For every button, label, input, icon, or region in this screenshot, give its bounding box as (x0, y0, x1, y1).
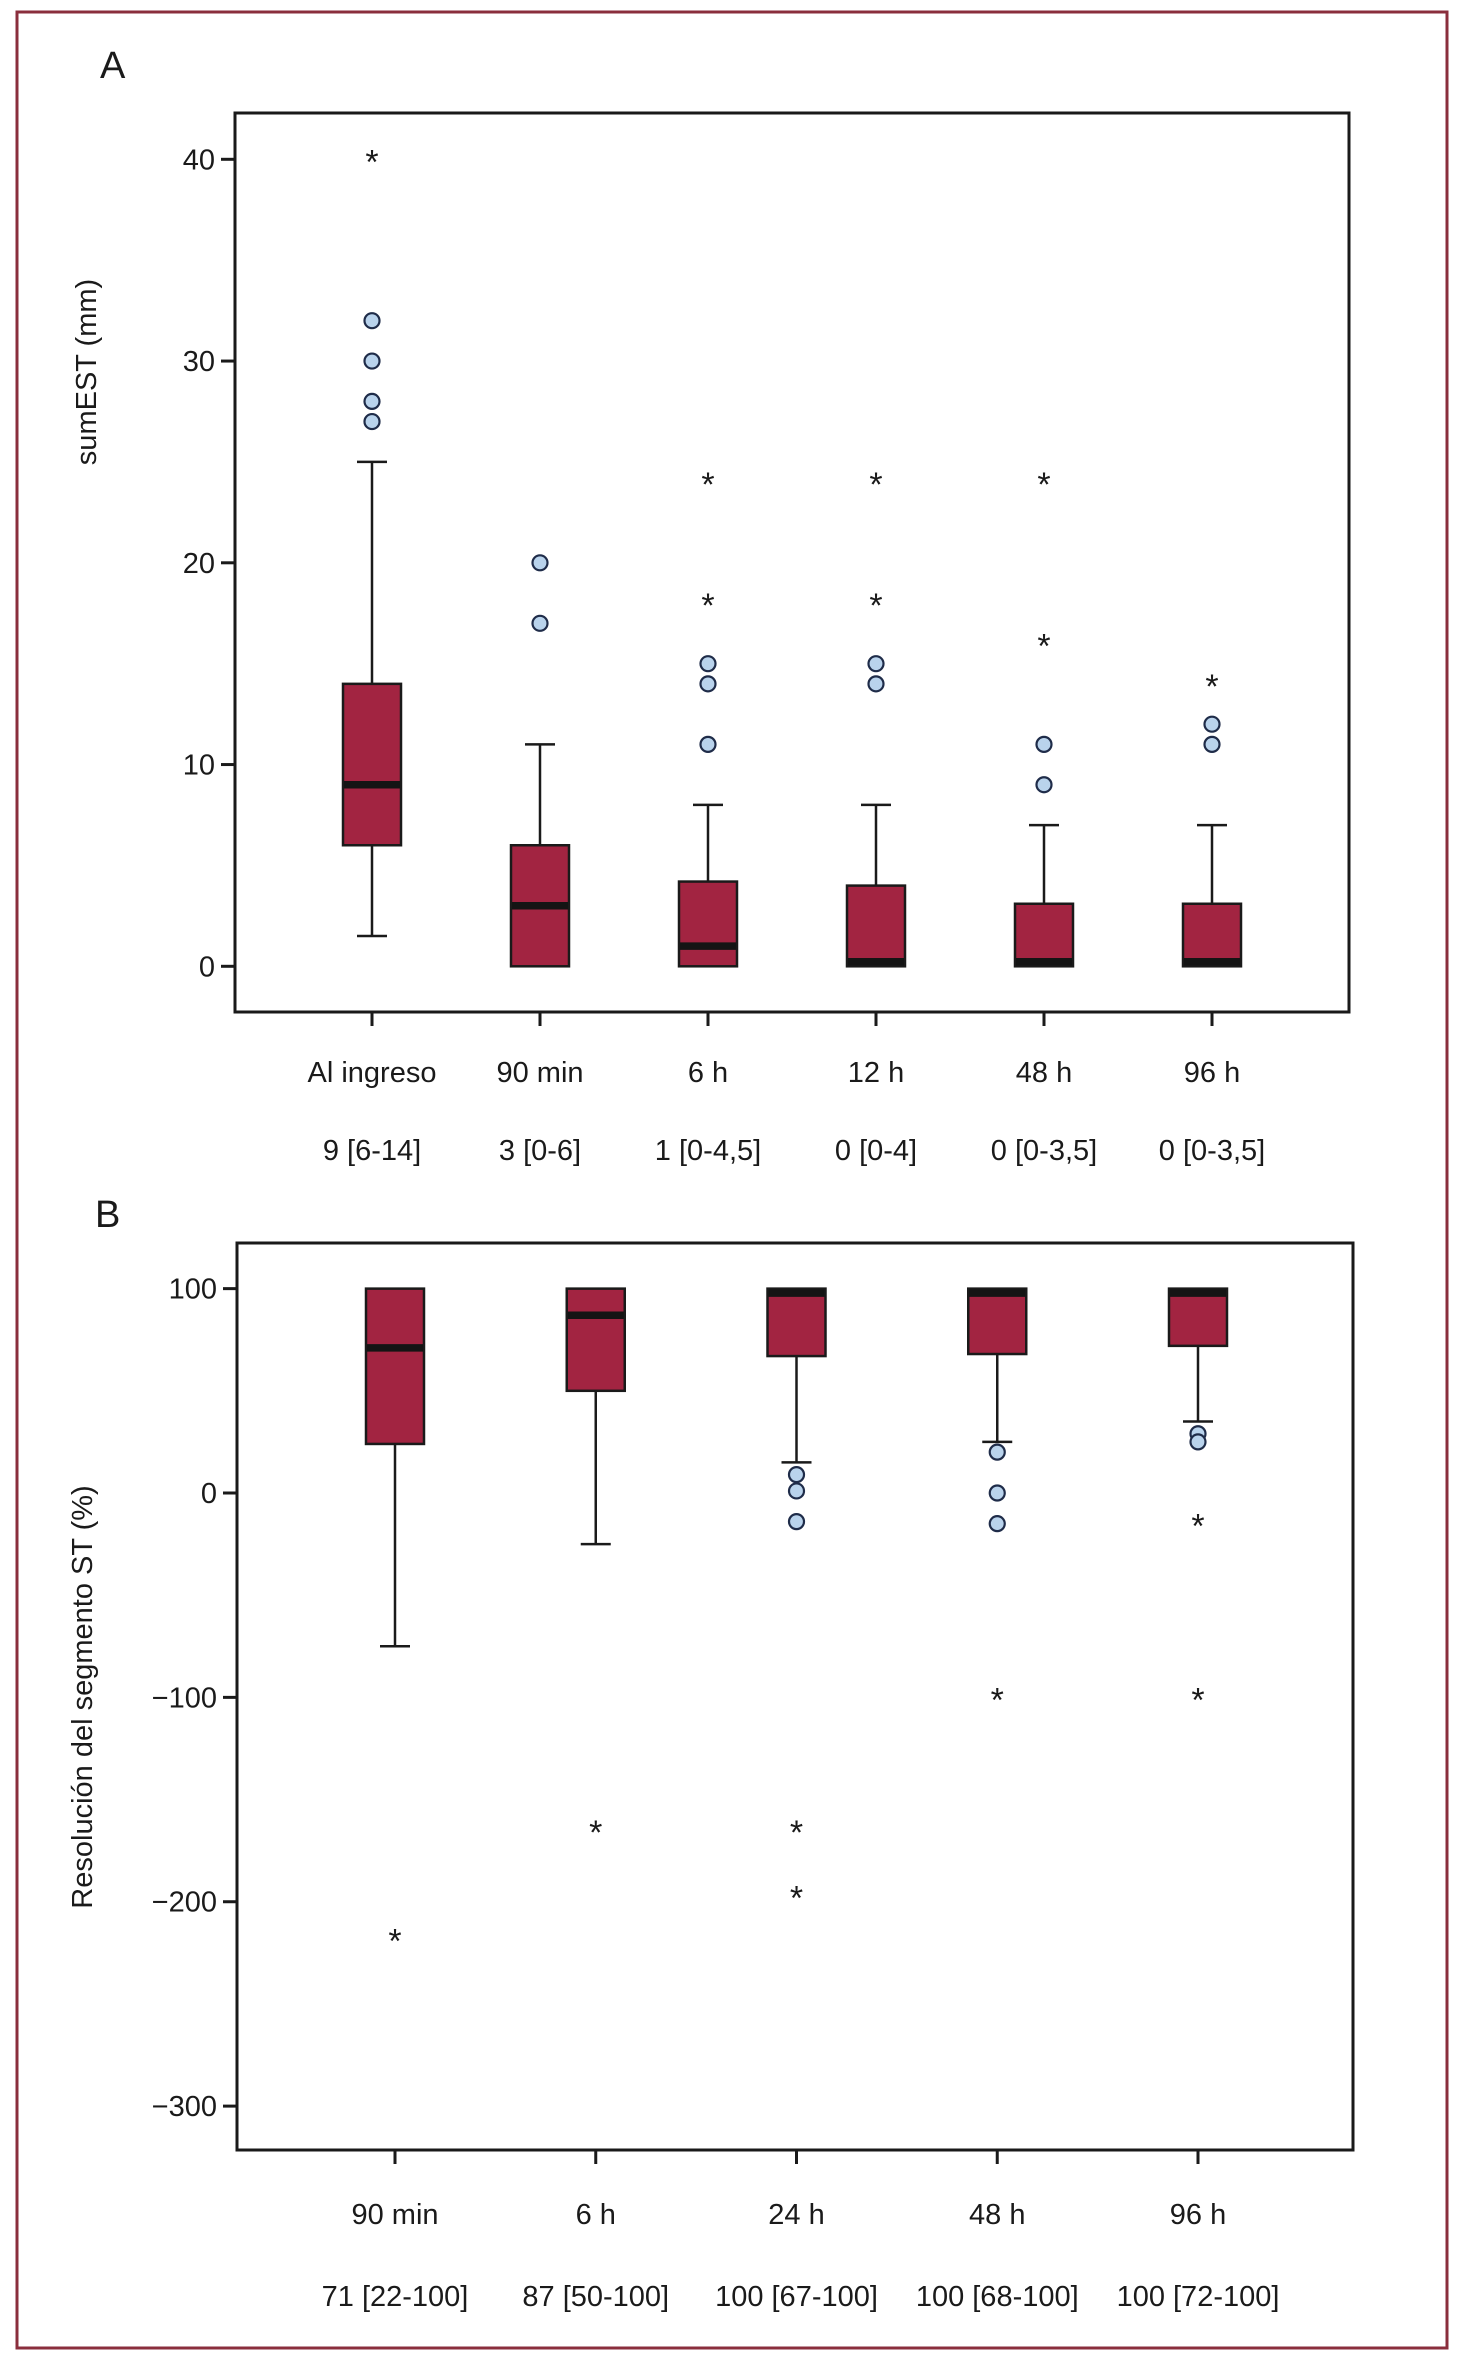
outlier-circle (531, 614, 549, 632)
outlier-circle (699, 655, 717, 673)
panel-B-label: B (95, 1194, 120, 1236)
outlier-circle (787, 1482, 806, 1500)
box (1167, 1287, 1229, 1348)
stat-label: 0 [0-4] (835, 1135, 917, 1167)
outlier-circle (1203, 735, 1221, 753)
outlier-star: * (1191, 1508, 1204, 1546)
outlier-circle (363, 392, 381, 410)
box (364, 1287, 426, 1446)
stat-label: 3 [0-6] (499, 1135, 581, 1167)
plot-frame (233, 111, 1351, 1014)
category-label: 90 min (496, 1057, 583, 1089)
y-tick-label: 10 (183, 750, 215, 782)
outlier-circle (988, 1443, 1006, 1461)
stat-label: 100 [72-100] (1117, 2281, 1280, 2313)
outlier-star: * (991, 1681, 1004, 1719)
outlier-circle (531, 554, 549, 572)
outlier-circle (867, 675, 885, 693)
y-axis-label: sumEST (mm) (71, 279, 103, 465)
stat-label: 0 [0-3,5] (1159, 1135, 1265, 1167)
outlier-circle (1035, 735, 1053, 753)
y-tick-label: −200 (152, 1887, 217, 1919)
y-tick-label: 40 (183, 144, 215, 176)
box (677, 880, 739, 968)
outlier-circle (1189, 1433, 1207, 1451)
outlier-star: * (1037, 628, 1050, 666)
box (766, 1287, 827, 1358)
outlier-circle (1203, 715, 1221, 733)
figure-border (15, 10, 1449, 2350)
stat-label: 100 [67-100] (715, 2281, 878, 2313)
outlier-star: * (790, 1814, 803, 1852)
box (967, 1287, 1028, 1356)
category-label: 24 h (768, 2199, 824, 2231)
y-tick-label: −100 (152, 1682, 217, 1714)
y-tick-label: 20 (183, 548, 215, 580)
outlier-circle (363, 352, 381, 370)
y-tick-label: 0 (201, 1478, 217, 1510)
outlier-star: * (869, 587, 882, 625)
outlier-circle (787, 1466, 806, 1484)
category-label: 12 h (848, 1057, 904, 1089)
outlier-star: * (790, 1880, 803, 1918)
outlier-star: * (1191, 1681, 1204, 1719)
panel-A-label: A (100, 45, 126, 87)
box (341, 682, 403, 847)
category-label: 48 h (969, 2199, 1025, 2231)
outlier-circle (787, 1513, 806, 1531)
category-label: 6 h (576, 2199, 616, 2231)
outlier-circle (699, 675, 717, 693)
category-label: Al ingreso (308, 1057, 437, 1089)
outlier-star: * (701, 587, 714, 625)
outlier-circle (1035, 776, 1053, 794)
outlier-circle (988, 1484, 1006, 1502)
outlier-star: * (701, 466, 714, 504)
category-label: 96 h (1170, 2199, 1226, 2231)
y-tick-label: 30 (183, 346, 215, 378)
outlier-circle (867, 655, 885, 673)
outlier-star: * (589, 1814, 602, 1852)
box (845, 884, 907, 968)
category-label: 48 h (1016, 1057, 1072, 1089)
category-label: 96 h (1184, 1057, 1240, 1089)
box (1181, 902, 1243, 968)
stat-label: 71 [22-100] (322, 2281, 469, 2313)
outlier-star: * (365, 143, 378, 181)
y-tick-label: −300 (152, 2091, 217, 2123)
y-axis-label: Resolución del segmento ST (%) (67, 1485, 99, 1908)
stat-label: 100 [68-100] (916, 2281, 1079, 2313)
outlier-circle (988, 1515, 1006, 1533)
outlier-circle (699, 735, 717, 753)
category-label: 6 h (688, 1057, 728, 1089)
stat-label: 1 [0-4,5] (655, 1135, 761, 1167)
stat-label: 9 [6-14] (323, 1135, 421, 1167)
outlier-star: * (1037, 466, 1050, 504)
stat-label: 0 [0-3,5] (991, 1135, 1097, 1167)
y-tick-label: 100 (169, 1274, 217, 1306)
box (565, 1287, 626, 1393)
category-label: 90 min (351, 2199, 438, 2231)
outlier-star: * (388, 1923, 401, 1961)
y-tick-label: 0 (199, 951, 215, 983)
outlier-circle (363, 312, 381, 330)
stat-label: 87 [50-100] (522, 2281, 669, 2313)
outlier-circle (363, 412, 381, 431)
box (1013, 902, 1075, 968)
outlier-star: * (1205, 668, 1218, 706)
outlier-star: * (869, 466, 882, 504)
